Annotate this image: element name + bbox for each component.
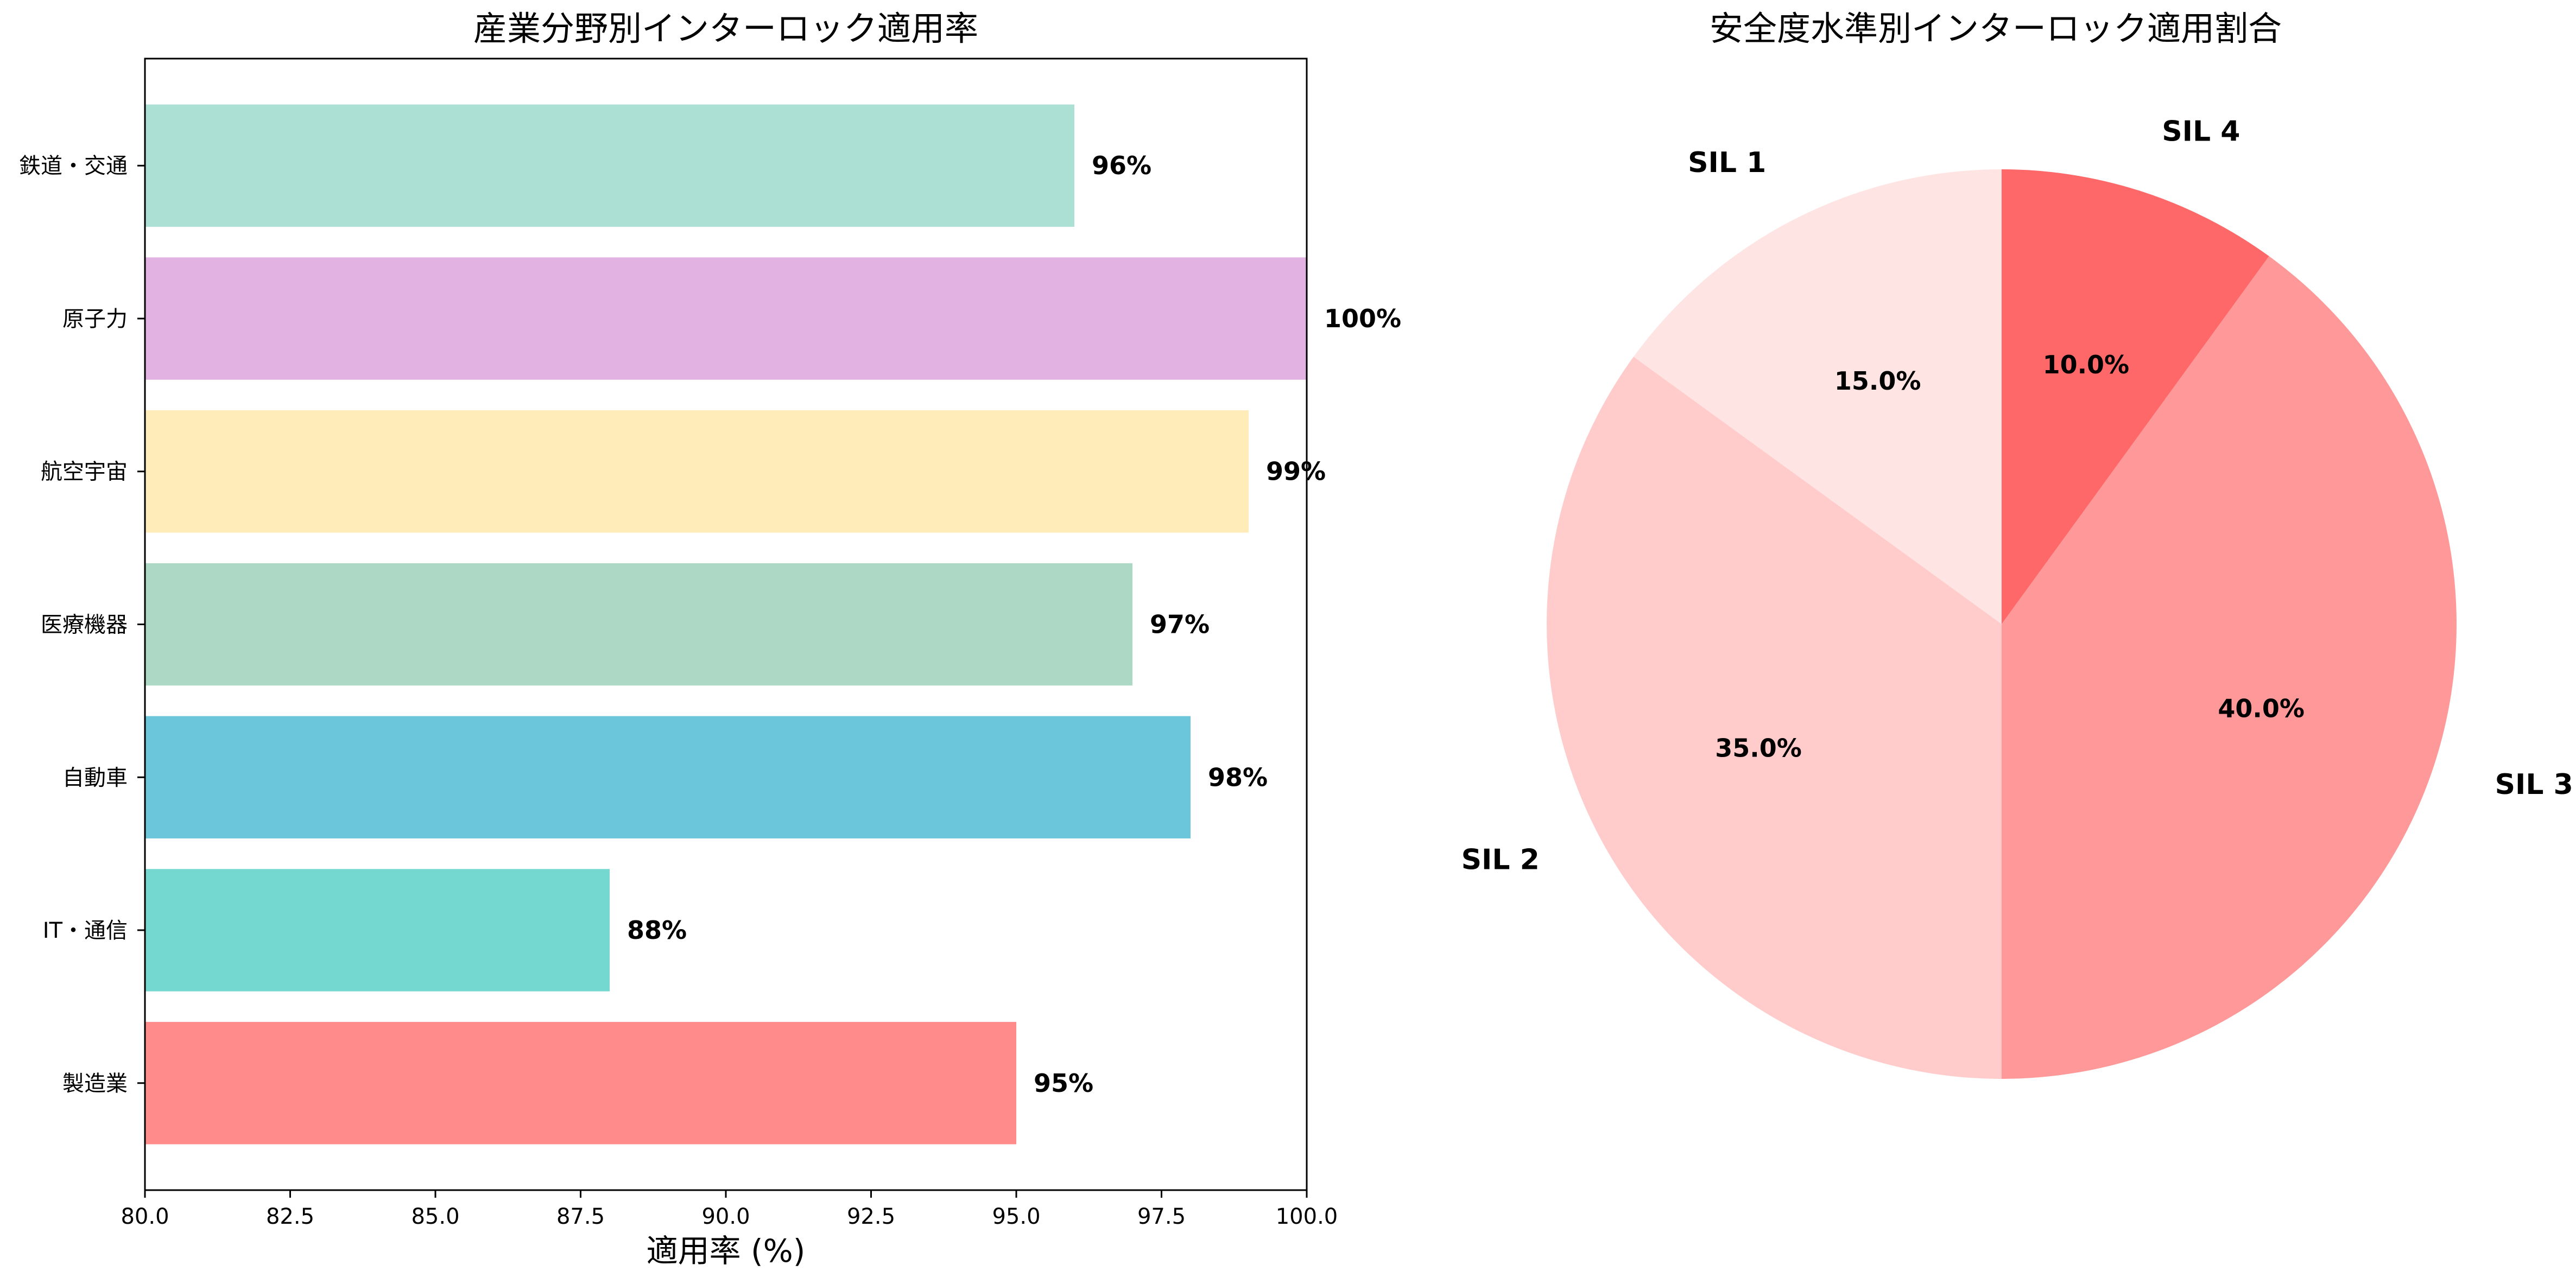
bar-value-label: 98% <box>1208 762 1268 792</box>
bar-chart-title: 産業分野別インターロック適用率 <box>473 9 978 48</box>
bar-value-label: 99% <box>1266 457 1326 486</box>
x-tick-label: 82.5 <box>266 1204 314 1229</box>
x-tick-label: 100.0 <box>1276 1204 1338 1229</box>
y-tick-label: 鉄道・交通 <box>19 154 128 179</box>
pie-slice <box>1634 169 2002 624</box>
bar-y-ticks: 製造業 IT・通信 自動車 医療機器 航空宇宙 原子力 鉄道・交通 <box>19 154 145 1096</box>
bar <box>145 1022 1016 1145</box>
pie-slice-label: SIL 3 <box>2495 768 2573 801</box>
pie-slice <box>2002 256 2457 1079</box>
bar <box>145 257 1307 380</box>
pie-percent-label: 35.0% <box>1715 733 1802 762</box>
pie-percent-label: 10.0% <box>2043 350 2130 379</box>
bar <box>145 716 1191 838</box>
x-tick-label: 92.5 <box>847 1204 895 1229</box>
bar-chart: 産業分野別インターロック適用率 95% 88% 98% 97% 99% 100% 96% 8… <box>19 9 1401 1269</box>
bar-value-label: 100% <box>1324 304 1401 333</box>
bar-x-axis-label: 適用率 (%) <box>647 1232 806 1269</box>
pie-slice-label: SIL 2 <box>1461 844 1540 876</box>
bar-value-label: 97% <box>1150 610 1210 639</box>
y-tick-label: 航空宇宙 <box>41 460 128 485</box>
bar-x-ticks: 80.0 82.5 85.0 87.5 90.0 92.5 95.0 97.5 100.0 <box>121 1190 1338 1229</box>
pie-percent-label: 40.0% <box>2218 694 2305 723</box>
bar <box>145 869 610 991</box>
bar-value-label: 96% <box>1092 151 1151 180</box>
bar <box>145 410 1249 533</box>
bar-value-label: 88% <box>627 916 687 945</box>
x-tick-label: 87.5 <box>556 1204 605 1229</box>
x-tick-label: 85.0 <box>411 1204 459 1229</box>
x-tick-label: 95.0 <box>992 1204 1040 1229</box>
pie-slice-label: SIL 1 <box>1688 147 1766 179</box>
pie-chart: 安全度水準別インターロック適用割合 SIL 115.0%SIL 235.0%SI… <box>1461 9 2573 1079</box>
bar <box>145 104 1074 227</box>
pie-chart-title: 安全度水準別インターロック適用割合 <box>1710 9 2282 48</box>
pie-labels: SIL 1 15.0% SIL 2 35.0% SIL 3 40.0% SIL 4 10.0% <box>1461 115 2573 876</box>
pie-slice <box>1546 357 2002 1079</box>
y-tick-label: 自動車 <box>62 765 128 790</box>
bar-value-label: 95% <box>1034 1069 1093 1098</box>
x-tick-label: 97.5 <box>1137 1204 1186 1229</box>
y-tick-label: 原子力 <box>62 307 128 332</box>
x-tick-label: 80.0 <box>121 1204 169 1229</box>
pie-slice <box>2002 169 2269 624</box>
pie-slice-label: SIL 4 <box>2162 115 2240 148</box>
pie-percent-label: 15.0% <box>1834 366 1921 396</box>
bar-marks: 95% 88% 98% 97% 99% 100% 96% <box>145 104 1401 1145</box>
y-tick-label: IT・通信 <box>43 918 128 943</box>
pie-slices <box>1546 169 2457 1079</box>
y-tick-label: 製造業 <box>62 1071 128 1096</box>
y-tick-label: 医療機器 <box>41 613 128 638</box>
x-tick-label: 90.0 <box>701 1204 750 1229</box>
bar <box>145 563 1132 686</box>
